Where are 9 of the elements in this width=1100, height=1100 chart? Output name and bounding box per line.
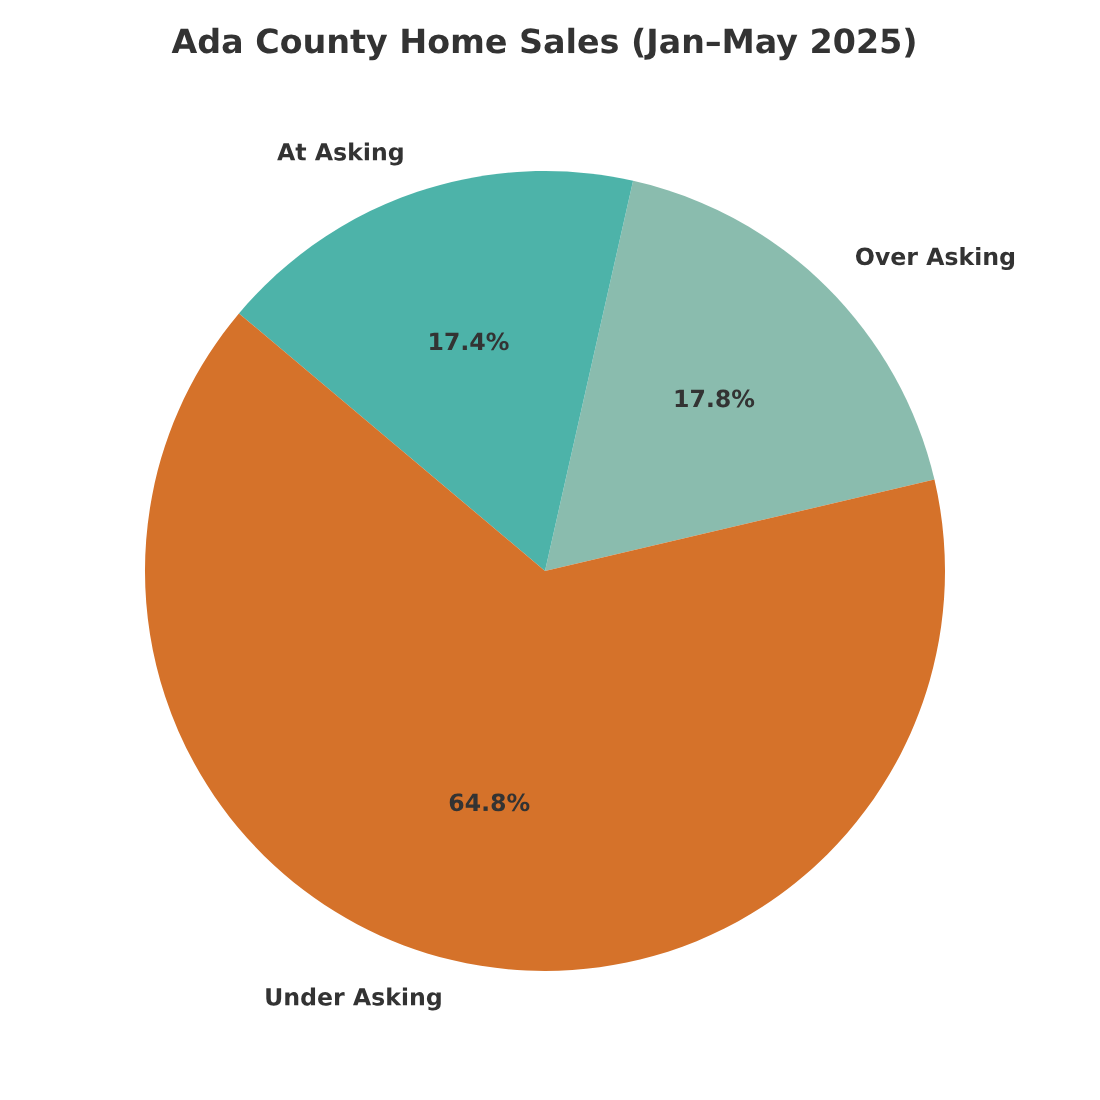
slice-label: At Asking xyxy=(277,142,403,166)
chart-title: Ada County Home Sales (Jan–May 2025) xyxy=(171,27,915,61)
data-label: 17.8% xyxy=(675,389,755,408)
slice-label: Under Asking xyxy=(266,987,441,1011)
pie-slice xyxy=(145,313,945,971)
data-label: 64.8% xyxy=(449,793,530,812)
pie-slice xyxy=(238,170,634,571)
data-label: 17.4% xyxy=(430,332,509,351)
slice-label: Over Asking xyxy=(856,247,1015,271)
